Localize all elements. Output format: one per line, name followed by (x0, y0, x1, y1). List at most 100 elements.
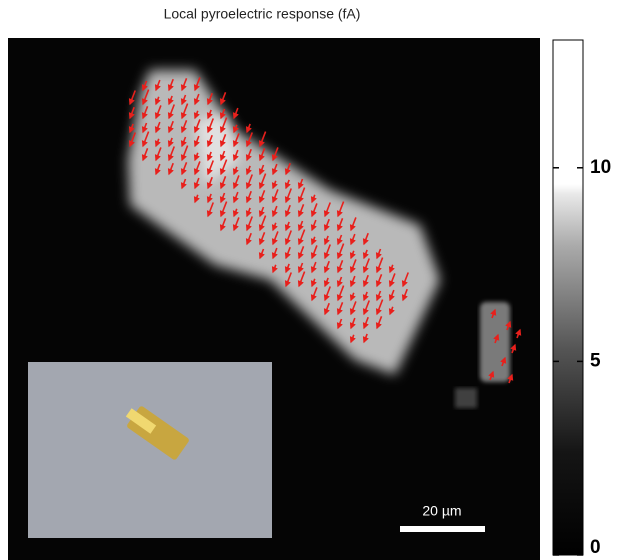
arrow (232, 133, 240, 148)
arrow (258, 190, 266, 204)
arrow (284, 221, 291, 232)
arrow (488, 370, 495, 381)
arrow (310, 203, 318, 218)
arrow (219, 176, 227, 190)
arrow (206, 176, 213, 190)
arrow (180, 120, 188, 134)
arrow (310, 287, 318, 302)
arrow (154, 138, 161, 148)
arrow (323, 202, 331, 218)
arrow (362, 333, 369, 344)
arrow (310, 245, 318, 260)
arrow (193, 93, 200, 106)
arrow (154, 147, 162, 162)
arrow (141, 106, 149, 120)
arrow (193, 110, 200, 120)
arrow (284, 230, 292, 246)
arrow (167, 78, 174, 92)
arrow (515, 328, 522, 339)
arrow (245, 190, 252, 204)
arrow (141, 148, 149, 162)
arrow (245, 148, 252, 162)
arrow (193, 152, 200, 162)
arrow (362, 274, 369, 288)
arrow (219, 218, 227, 232)
arrow (284, 162, 291, 176)
inset-photo (28, 362, 272, 538)
colorbar: 0 5 10 (552, 39, 611, 558)
arrow (193, 194, 200, 204)
arrow (193, 161, 201, 176)
arrow (375, 257, 384, 274)
arrow (297, 204, 305, 218)
arrow (258, 232, 266, 246)
arrow (349, 317, 356, 330)
arrow (232, 191, 239, 204)
arrow (297, 246, 305, 260)
arrow (258, 173, 267, 190)
arrow (401, 288, 408, 302)
arrow (154, 105, 162, 120)
arrow (375, 248, 382, 260)
arrow (490, 308, 497, 319)
arrow (507, 373, 514, 384)
arrow (284, 179, 291, 190)
arrow (336, 201, 345, 218)
arrow (284, 204, 291, 218)
arrow (219, 117, 228, 134)
arrow (167, 120, 174, 134)
arrow (206, 202, 214, 218)
arrow (206, 193, 213, 204)
arrow (141, 80, 148, 92)
arrow-field (128, 77, 522, 384)
arrow (258, 248, 265, 260)
arrow (271, 231, 279, 246)
arrow (362, 249, 369, 260)
arrow (271, 222, 278, 232)
arrow (180, 94, 187, 106)
arrow (232, 217, 240, 232)
arrow (206, 92, 213, 106)
arrow (323, 286, 331, 302)
arrow (297, 187, 306, 204)
arrow (232, 166, 239, 176)
arrow (232, 124, 239, 134)
arrow (154, 79, 161, 92)
arrow (375, 290, 382, 302)
arrow (349, 275, 356, 288)
arrow (323, 244, 331, 260)
arrow (245, 165, 252, 176)
arrow (349, 233, 356, 246)
arrow (310, 194, 317, 204)
arrow (180, 178, 187, 190)
arrow (193, 135, 200, 148)
arrow (349, 292, 356, 302)
arrow (284, 188, 292, 204)
arrow (180, 162, 188, 176)
arrow (362, 300, 370, 316)
arrow (297, 262, 304, 274)
arrow (193, 119, 201, 134)
arrow (245, 207, 252, 218)
arrow (232, 149, 239, 162)
arrow (284, 272, 292, 288)
arrow (362, 258, 370, 274)
arrow (310, 278, 317, 288)
arrow (206, 160, 214, 176)
arrow (154, 163, 161, 176)
colorbar-gradient (552, 39, 584, 556)
arrow (336, 276, 343, 288)
speck (455, 388, 477, 408)
arrow (245, 174, 253, 190)
arrow (323, 277, 330, 288)
arrow (310, 219, 317, 232)
arrow (336, 243, 345, 260)
arrow (258, 148, 266, 162)
arrow (362, 232, 369, 246)
arrow (206, 151, 213, 162)
arrow (206, 134, 213, 148)
tick-label: 10 (590, 157, 611, 178)
arrow (323, 302, 330, 316)
